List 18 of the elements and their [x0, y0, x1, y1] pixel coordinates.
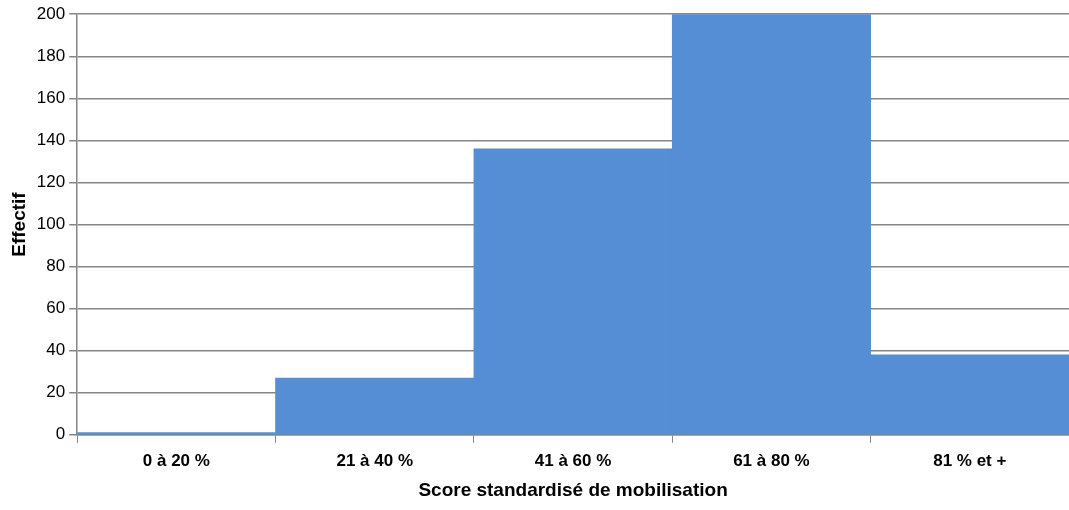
- y-tick-label: 180: [36, 45, 66, 65]
- y-tick-label: 40: [46, 340, 66, 360]
- y-tick-label: 160: [36, 88, 66, 108]
- x-axis-title: Score standardisé de mobilisation: [418, 478, 728, 500]
- x-tick-label: 41 à 60 %: [534, 450, 612, 470]
- y-tick-label: 100: [36, 214, 66, 234]
- x-tick-label: 61 à 80 %: [733, 450, 810, 470]
- y-axis-title: Effectif: [7, 191, 29, 257]
- y-tick-label: 60: [46, 298, 66, 318]
- y-tick-label: 120: [36, 172, 66, 192]
- x-tick-label: 21 à 40 %: [336, 450, 413, 470]
- y-tick-label: 80: [46, 256, 66, 276]
- y-tick-label: 20: [46, 382, 66, 402]
- x-tick-label: 81 % et +: [933, 450, 1007, 470]
- y-tick-label: 140: [36, 130, 66, 150]
- x-tick-label: 0 à 20 %: [142, 450, 210, 470]
- y-tick-label: 0: [55, 424, 66, 444]
- y-tick-label: 200: [36, 3, 66, 23]
